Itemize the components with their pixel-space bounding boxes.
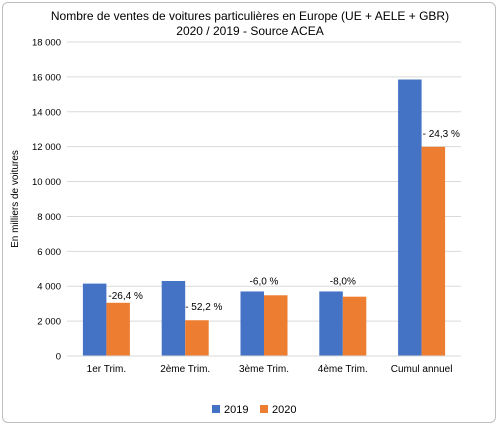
annotation-label: - 52,2 %: [185, 302, 222, 313]
bar-2020-5: [421, 146, 446, 356]
annotation-label: -26,4 %: [108, 291, 143, 302]
y-tick-label: 8 000: [37, 212, 61, 223]
y-axis-ticks: 0 2 000 4 000 6 000 8 000 10 000 12 000 14 000 1…: [32, 38, 61, 363]
bar-2019-5: [398, 79, 422, 356]
y-tick-label: 10 000: [32, 177, 61, 188]
legend-swatch-2019: [212, 405, 220, 413]
y-tick-label: 18 000: [32, 38, 61, 49]
bar-2019-1: [82, 283, 107, 356]
y-tick-label: 4 000: [37, 282, 61, 293]
bar-2019-2: [161, 280, 186, 356]
annotations: -26,4 % - 52,2 % -6,0 % -8,0% - 24,3 %: [108, 129, 460, 313]
annotation-label: - 24,3 %: [423, 129, 460, 140]
y-tick-label: 14 000: [32, 107, 61, 118]
bars: [82, 79, 446, 356]
chart-subtitle: 2020 / 2019 - Source ACEA: [176, 24, 324, 38]
y-tick-label: 16 000: [32, 72, 61, 83]
legend-label-2020: 2020: [272, 404, 296, 416]
x-tick-label: 1er Trim.: [87, 364, 126, 375]
legend-swatch-2020: [260, 405, 268, 413]
annotation-label: -6,0 %: [250, 276, 279, 287]
bar-2020-3: [264, 295, 288, 356]
y-axis-label: En milliers de voitures: [10, 150, 21, 248]
x-tick-label: Cumul annuel: [391, 364, 453, 375]
legend: 2019 2020: [212, 404, 296, 416]
x-tick-label: 4ème Trim.: [318, 364, 368, 375]
bar-2020-4: [342, 296, 367, 356]
legend-label-2019: 2019: [224, 404, 248, 416]
x-tick-label: 3ème Trim.: [239, 364, 289, 375]
y-tick-label: 12 000: [32, 142, 61, 153]
y-tick-label: 6 000: [37, 247, 61, 258]
bar-2020-1: [106, 302, 130, 356]
x-tick-label: 2ème Trim.: [160, 364, 210, 375]
x-axis-ticks: 1er Trim. 2ème Trim. 3ème Trim. 4ème Trim. C…: [87, 364, 453, 375]
chart-title: Nombre de ventes de voitures particulièr…: [50, 9, 450, 23]
y-tick-label: 2 000: [37, 317, 61, 328]
y-tick-label: 0: [56, 352, 61, 363]
bar-2019-3: [240, 291, 264, 356]
bar-2019-4: [319, 291, 343, 356]
annotation-label: -8,0%: [330, 276, 356, 287]
bar-2020-2: [185, 320, 209, 356]
grid-lines: [67, 41, 461, 322]
